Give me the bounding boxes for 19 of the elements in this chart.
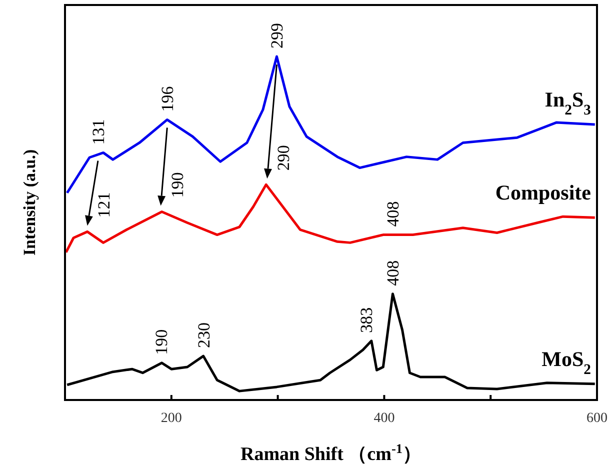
annotation: 190 (152, 329, 171, 355)
annotation: 131 (88, 119, 108, 145)
x-tick-label: 600 (586, 411, 608, 426)
x-tick-label: 400 (374, 411, 395, 426)
series-label: MoS$_{2}$ (542, 346, 591, 378)
annotation: 299 (268, 23, 287, 49)
series-label: In$_{2}$S$_{3}$ (544, 88, 591, 119)
annotation: 196 (158, 86, 178, 112)
x-axis-title: Raman Shift （cm$^{-1}$） (240, 440, 422, 465)
annotation: 190 (168, 172, 187, 198)
annotation: 121 (94, 192, 114, 218)
annotation: 290 (274, 145, 294, 171)
series-label: Composite (495, 180, 591, 205)
annotation: 408 (384, 260, 403, 286)
annotation: 230 (194, 322, 214, 348)
x-tick-label: 200 (160, 411, 182, 426)
annotation: 408 (384, 201, 403, 227)
annotation: 383 (357, 307, 376, 333)
y-axis-title: Intensity (a.u.) (20, 149, 39, 256)
